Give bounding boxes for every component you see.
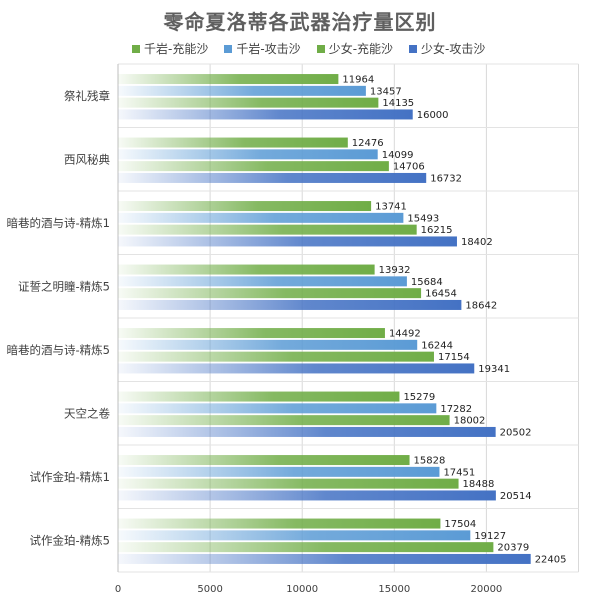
legend-item-0: 千岩-充能沙 (132, 40, 208, 57)
bar-s3-c0 (118, 109, 413, 120)
x-tick-label-3: 15000 (378, 584, 410, 595)
data-label-s1-c2: 15493 (407, 213, 439, 224)
category-label-4: 暗巷的酒与诗-精炼5 (7, 343, 110, 357)
x-tick-label-4: 20000 (470, 584, 502, 595)
data-label-s3-c1: 16732 (430, 173, 462, 184)
data-label-s1-c5: 17282 (440, 404, 472, 415)
bar-s1-c3 (118, 276, 407, 287)
data-label-s2-c2: 16215 (421, 225, 453, 236)
data-label-s3-c0: 16000 (417, 110, 449, 121)
data-label-s1-c4: 16244 (421, 340, 453, 351)
legend-label-3: 少女-攻击沙 (421, 42, 486, 56)
bar-s0-c2 (118, 201, 372, 212)
bar-s1-c7 (118, 530, 471, 541)
category-label-6: 试作金珀-精炼1 (30, 470, 110, 484)
data-label-s3-c6: 20514 (500, 491, 532, 502)
bar-s3-c7 (118, 553, 531, 564)
legend-swatch-2 (316, 44, 325, 53)
legend-item-1: 千岩-攻击沙 (224, 40, 301, 57)
bar-s3-c2 (118, 236, 457, 247)
legend-label-0: 千岩-充能沙 (144, 42, 209, 56)
category-label-2: 暗巷的酒与诗-精炼1 (7, 216, 110, 230)
data-label-s0-c2: 13741 (375, 202, 407, 213)
x-tick-label-0: 0 (115, 584, 121, 595)
bar-s3-c5 (118, 426, 496, 437)
bar-s3-c3 (118, 299, 462, 310)
bar-s1-c4 (118, 339, 418, 350)
data-label-s1-c0: 13457 (370, 86, 402, 97)
bar-s3-c1 (118, 172, 427, 183)
bar-s2-c0 (118, 97, 379, 108)
bar-s2-c3 (118, 288, 422, 299)
bar-s0-c4 (118, 328, 385, 339)
data-label-s2-c7: 20379 (497, 543, 529, 554)
legend-item-2: 少女-充能沙 (316, 40, 394, 57)
bar-s0-c3 (118, 264, 375, 275)
data-label-s1-c3: 15684 (411, 277, 443, 288)
bar-s3-c4 (118, 363, 475, 374)
legend-swatch-3 (409, 44, 418, 53)
data-label-s1-c1: 14099 (382, 150, 414, 161)
legend-item-3: 少女-攻击沙 (409, 40, 485, 57)
data-label-s2-c0: 14135 (382, 98, 414, 109)
data-label-s3-c7: 22405 (535, 554, 567, 565)
data-label-s3-c5: 20502 (500, 427, 532, 438)
bar-s3-c6 (118, 490, 496, 501)
category-label-3: 证誓之明瞳-精炼5 (18, 279, 110, 293)
data-label-s0-c5: 15279 (403, 392, 435, 403)
data-label-s1-c7: 19127 (474, 531, 506, 542)
bar-s2-c2 (118, 224, 417, 235)
bar-s2-c5 (118, 415, 450, 426)
data-label-s2-c3: 16454 (425, 289, 457, 300)
bar-s2-c6 (118, 478, 459, 489)
category-label-0: 祭礼残章 (64, 89, 110, 103)
bar-s2-c1 (118, 161, 389, 172)
legend-swatch-0 (132, 44, 140, 53)
bar-s1-c5 (118, 403, 437, 414)
bar-s0-c1 (118, 137, 348, 148)
data-label-s0-c4: 14492 (389, 329, 421, 340)
x-tick-label-1: 5000 (197, 584, 222, 595)
bar-s2-c7 (118, 542, 494, 553)
chart-title: 零命夏洛蒂各武器治疗量区别 (163, 10, 437, 34)
bar-s0-c7 (118, 518, 441, 529)
legend: 千岩-充能沙 千岩-攻击沙 少女-充能沙 少女-攻击沙 (132, 40, 485, 57)
data-label-s1-c6: 17451 (443, 467, 475, 478)
data-label-s0-c0: 11964 (342, 75, 374, 86)
bar-s1-c1 (118, 149, 378, 160)
bar-s1-c0 (118, 85, 366, 96)
legend-label-2: 少女-充能沙 (328, 42, 394, 56)
bar-s0-c0 (118, 74, 339, 85)
data-label-s2-c1: 14706 (393, 162, 425, 173)
data-label-s0-c3: 13932 (379, 265, 411, 276)
legend-swatch-1 (224, 44, 233, 53)
bar-s1-c2 (118, 212, 404, 223)
data-label-s0-c1: 12476 (352, 138, 384, 149)
data-label-s0-c7: 17504 (444, 519, 476, 530)
bar-s0-c5 (118, 391, 400, 402)
category-label-5: 天空之卷 (64, 406, 110, 420)
data-label-s3-c2: 18402 (461, 237, 493, 248)
data-label-s3-c3: 18642 (465, 300, 497, 311)
data-label-s0-c6: 15828 (414, 456, 446, 467)
bar-s2-c4 (118, 351, 434, 362)
category-label-1: 西风秘典 (64, 152, 110, 166)
bar-s1-c6 (118, 466, 440, 477)
x-tick-label-2: 10000 (286, 584, 318, 595)
category-label-7: 试作金珀-精炼5 (30, 533, 110, 547)
data-label-s2-c4: 17154 (438, 352, 470, 363)
data-label-s2-c6: 18488 (463, 479, 495, 490)
data-label-s3-c4: 19341 (478, 364, 510, 375)
data-label-s2-c5: 18002 (454, 416, 486, 427)
legend-label-1: 千岩-攻击沙 (236, 42, 301, 56)
bar-s0-c6 (118, 455, 410, 466)
